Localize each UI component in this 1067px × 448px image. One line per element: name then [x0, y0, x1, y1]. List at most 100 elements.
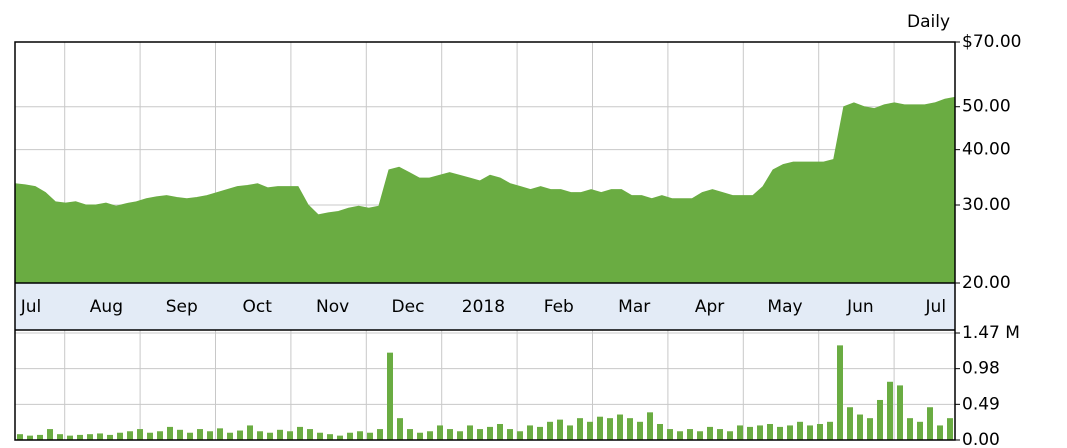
- x-tick-label: Sep: [166, 297, 198, 317]
- labels: Jul Aug Sep Oct Nov Dec 2018 Feb Mar Apr May Jun Jul…: [20, 32, 1022, 448]
- volume-bar: [717, 429, 723, 440]
- volume-bar: [227, 432, 233, 440]
- volume-bar: [197, 429, 203, 440]
- x-tick-label: Jun: [846, 297, 874, 317]
- x-tick-label: Aug: [90, 297, 123, 317]
- volume-bar: [667, 429, 673, 440]
- volume-bar: [447, 429, 453, 440]
- y-tick-label: $70.00: [962, 32, 1021, 52]
- volume-bar: [727, 431, 733, 440]
- volume-bar: [167, 426, 173, 440]
- volume-bar: [187, 432, 193, 440]
- volume-bar: [867, 418, 873, 440]
- volume-bar: [507, 429, 513, 440]
- volume-bar: [347, 432, 353, 440]
- volume-bar: [257, 431, 263, 440]
- volume-bar: [377, 429, 383, 440]
- volume-bar: [27, 435, 33, 440]
- volume-bar: [887, 381, 893, 440]
- volume-bar: [337, 435, 343, 440]
- volume-bar: [287, 431, 293, 440]
- volume-bar: [477, 429, 483, 440]
- x-tick-label: 2018: [462, 297, 505, 317]
- y-tick-label: 0.98: [962, 359, 1000, 379]
- volume-bar: [47, 429, 53, 440]
- volume-bar: [627, 418, 633, 440]
- volume-bar: [907, 418, 913, 440]
- volume-bar: [17, 434, 23, 440]
- volume-bar: [827, 421, 833, 440]
- volume-bar: [847, 407, 853, 440]
- y-tick-label: 50.00: [962, 97, 1011, 117]
- volume-bar: [737, 425, 743, 440]
- volume-bar: [387, 352, 393, 440]
- volume-bar: [417, 432, 423, 440]
- volume-bar: [217, 428, 223, 440]
- y-tick-label: 0.49: [962, 394, 1000, 414]
- volume-bar: [37, 434, 43, 440]
- volume-bar: [647, 412, 653, 440]
- y-tick-label: 0.00: [962, 430, 1000, 448]
- volume-bar: [397, 418, 403, 440]
- x-tick-label: Oct: [242, 297, 272, 317]
- volume-bar: [427, 431, 433, 440]
- volume-bar: [497, 423, 503, 440]
- volume-bar: [367, 432, 373, 440]
- volume-bar: [577, 418, 583, 440]
- y-tick-label: 40.00: [962, 140, 1011, 160]
- frame: [14, 41, 956, 441]
- x-tick-label: Jul: [20, 297, 42, 317]
- volume-bar: [117, 432, 123, 440]
- y-tick-label: 1.47 M: [962, 323, 1020, 343]
- volume-bar: [587, 421, 593, 440]
- interval-label: Daily: [907, 12, 950, 32]
- volume-bar: [567, 425, 573, 440]
- y-tick-label: 30.00: [962, 195, 1011, 215]
- x-tick-label: Apr: [695, 297, 724, 317]
- volume-bar: [67, 435, 73, 440]
- volume-bar: [617, 414, 623, 440]
- volume-bar: [797, 421, 803, 440]
- volume-bar: [917, 421, 923, 440]
- volume-bar: [607, 418, 613, 440]
- y-tick-label: 20.00: [962, 273, 1011, 293]
- volume-bar: [517, 431, 523, 440]
- volume-bar: [937, 425, 943, 440]
- volume-bar: [557, 419, 563, 440]
- volume-bar: [527, 425, 533, 440]
- volume-bar: [307, 429, 313, 440]
- volume-bar: [137, 429, 143, 440]
- volume-bar: [177, 429, 183, 440]
- volume-bar: [677, 431, 683, 440]
- x-tick-label: Nov: [316, 297, 349, 317]
- volume-bar: [297, 426, 303, 440]
- volume-bar: [597, 416, 603, 440]
- volume-bar: [537, 426, 543, 440]
- volume-bar: [807, 425, 813, 440]
- marks: [14, 96, 956, 440]
- volume-bar: [757, 425, 763, 440]
- volume-bar: [657, 423, 663, 440]
- volume-bar: [857, 414, 863, 440]
- volume-bar: [407, 429, 413, 440]
- volume-bar: [107, 434, 113, 440]
- volume-bar: [927, 407, 933, 440]
- volume-bar: [317, 432, 323, 440]
- volume-bar: [87, 434, 93, 440]
- volume-bar: [947, 418, 953, 440]
- volume-bar: [787, 425, 793, 440]
- volume-bar: [817, 423, 823, 440]
- volume-bar: [207, 431, 213, 440]
- volume-bar: [147, 432, 153, 440]
- volume-bar: [327, 434, 333, 440]
- volume-bar: [437, 425, 443, 440]
- volume-bar: [767, 423, 773, 440]
- volume-bar: [547, 421, 553, 440]
- volume-bar: [77, 434, 83, 440]
- price-area: [14, 96, 956, 284]
- volume-bar: [747, 426, 753, 440]
- volume-bar: [157, 431, 163, 440]
- x-tick-label: May: [767, 297, 802, 317]
- volume-bar: [487, 426, 493, 440]
